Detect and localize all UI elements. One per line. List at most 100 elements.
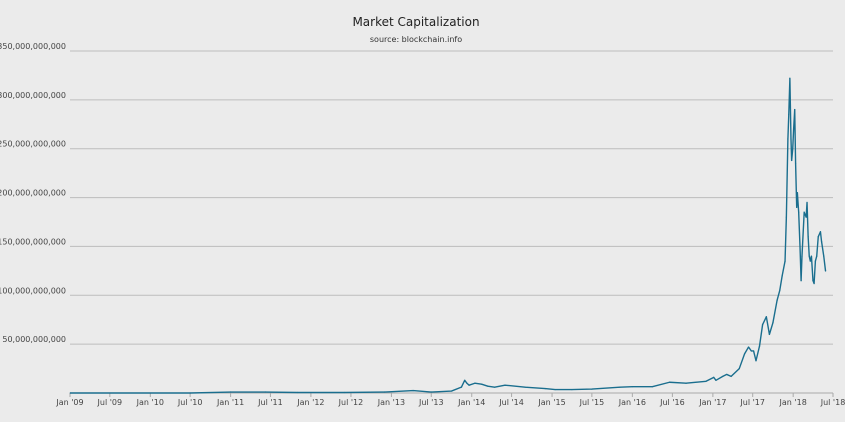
- market-cap-series-line: [69, 77, 827, 394]
- chart-subtitle: source: blockchain.info: [370, 35, 462, 44]
- data-point: [791, 159, 793, 162]
- x-tick-label: Jul '16: [659, 398, 685, 407]
- data-point: [785, 216, 787, 218]
- data-point: [779, 289, 781, 291]
- data-point: [474, 382, 476, 384]
- data-point: [343, 391, 345, 394]
- data-point: [468, 384, 470, 386]
- data-point: [619, 386, 621, 388]
- x-tick-label: Jan '15: [537, 398, 565, 407]
- data-point: [793, 128, 795, 130]
- data-point: [743, 353, 746, 355]
- data-point: [554, 388, 556, 391]
- data-point: [809, 260, 811, 262]
- x-tick-label: Jul '11: [257, 398, 283, 407]
- data-point: [790, 138, 792, 140]
- data-point: [715, 379, 717, 381]
- data-point: [464, 379, 466, 381]
- data-point: [817, 236, 819, 238]
- data-point: [384, 391, 386, 393]
- data-point: [631, 386, 633, 388]
- data-point: [806, 201, 808, 204]
- y-tick-label: 300,000,000,000: [0, 91, 66, 100]
- x-tick-label: Jul '13: [418, 398, 444, 407]
- x-axis-labels: Jan '09 Jul '09 Jan '10 Jul '10 Jan '11 Jul '…: [55, 393, 845, 407]
- data-point: [810, 255, 813, 257]
- y-tick-label: 100,000,000,000: [0, 286, 66, 295]
- data-point: [776, 299, 778, 301]
- data-point: [781, 275, 783, 277]
- y-axis-labels: 50,000,000,000 100,000,000,000 150,000,000…: [0, 42, 66, 344]
- data-point: [705, 380, 707, 382]
- data-point: [820, 240, 823, 243]
- data-point: [730, 375, 732, 377]
- x-tick-label: Jan '11: [216, 398, 244, 407]
- series-group: [69, 77, 827, 394]
- data-point: [808, 255, 810, 257]
- data-point: [450, 390, 453, 392]
- data-point: [430, 391, 432, 393]
- data-point: [788, 113, 790, 116]
- data-point: [800, 280, 802, 282]
- data-point: [801, 255, 803, 257]
- data-point: [296, 391, 299, 394]
- data-point: [761, 324, 764, 326]
- data-point: [571, 388, 573, 391]
- data-point: [412, 389, 414, 392]
- data-point: [738, 367, 740, 370]
- data-point: [504, 384, 506, 386]
- x-tick-label: Jul '17: [739, 398, 765, 407]
- x-tick-label: Jan '13: [377, 398, 405, 407]
- data-point: [824, 270, 827, 272]
- data-point: [789, 77, 791, 79]
- data-point: [803, 211, 805, 213]
- data-point: [481, 383, 483, 385]
- data-point: [812, 280, 814, 282]
- data-point: [799, 245, 801, 248]
- x-tick-label: Jan '09: [55, 398, 83, 407]
- data-point: [524, 386, 526, 388]
- data-point: [494, 386, 496, 388]
- x-tick-label: Jul '15: [579, 398, 605, 407]
- data-point: [487, 385, 489, 387]
- x-tick-label: Jul '12: [338, 398, 364, 407]
- data-point: [69, 392, 72, 394]
- y-tick-label: 200,000,000,000: [0, 189, 66, 198]
- y-tick-label: 150,000,000,000: [0, 237, 66, 246]
- data-point: [264, 391, 266, 393]
- data-point: [794, 109, 796, 111]
- data-point: [651, 386, 653, 388]
- y-tick-label: 350,000,000,000: [0, 42, 66, 51]
- x-tick-label: Jul '18: [820, 398, 845, 407]
- data-point: [798, 211, 800, 213]
- x-tick-label: Jan '12: [296, 398, 324, 407]
- data-point: [787, 138, 789, 140]
- data-point: [823, 255, 825, 257]
- x-tick-label: Jan '16: [618, 398, 646, 407]
- data-point: [591, 388, 593, 390]
- data-point: [758, 345, 761, 347]
- data-point: [544, 388, 546, 390]
- data-point: [765, 316, 767, 318]
- data-point: [466, 382, 468, 384]
- data-point: [726, 373, 728, 376]
- data-point: [784, 260, 786, 262]
- x-tick-label: Jan '18: [779, 398, 807, 407]
- data-point: [772, 322, 774, 324]
- data-point: [713, 376, 715, 378]
- x-tick-label: Jul '09: [97, 398, 123, 407]
- x-tick-label: Jul '10: [177, 398, 203, 407]
- data-point: [814, 260, 816, 262]
- x-tick-label: Jan '17: [698, 398, 726, 407]
- data-point: [819, 231, 822, 233]
- data-point: [792, 148, 794, 150]
- data-point: [685, 382, 687, 384]
- data-point: [768, 333, 771, 335]
- x-tick-label: Jan '10: [136, 398, 164, 407]
- y-tick-label: 50,000,000,000: [2, 335, 66, 344]
- data-point: [230, 391, 232, 393]
- y-tick-label: 250,000,000,000: [0, 140, 66, 149]
- data-point: [460, 386, 463, 388]
